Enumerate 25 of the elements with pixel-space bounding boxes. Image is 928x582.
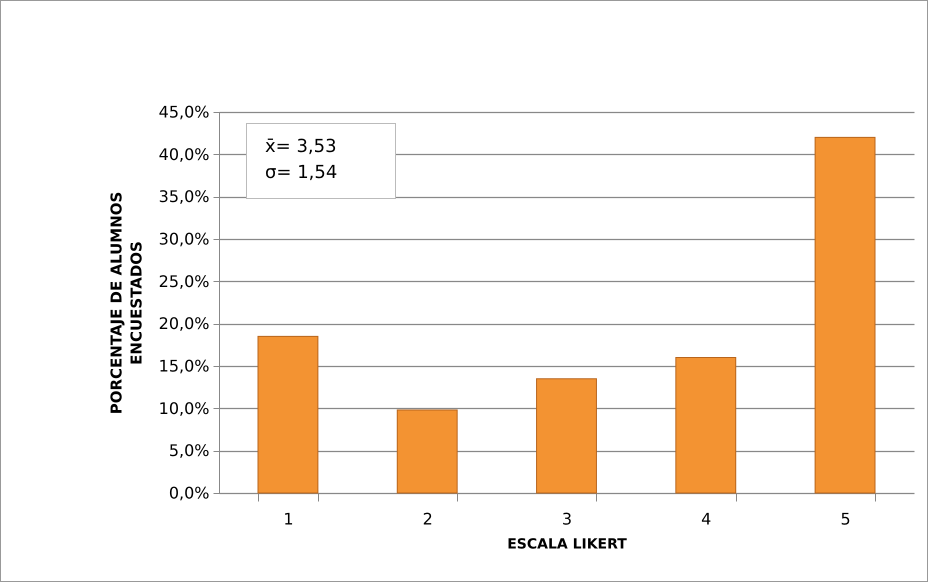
annotation: σ= 1,54 (265, 161, 338, 185)
y-tick-label: 5,0% (168, 441, 210, 460)
y-tick-label: 15,0% (158, 356, 210, 376)
x-tick-label: 1 (283, 510, 294, 528)
x-tick-label: 3 (562, 510, 572, 528)
x-axis-title: ESCALA LIKERT (507, 536, 628, 552)
y-tick-label: 45,0% (158, 102, 210, 122)
annotation: x̄= 3,53 (265, 135, 338, 159)
y-tick-label: 20,0% (158, 314, 210, 334)
y-tick-label: 10,0% (158, 398, 210, 418)
y-tick-label: 40,0% (158, 144, 210, 164)
x-tick-label: 2 (422, 510, 433, 528)
y-axis-title: PORCENTAJE DE ALUMNOS ENCUESTADOS (108, 192, 146, 414)
x-tick-label: 5 (840, 510, 851, 528)
bar (396, 410, 458, 494)
y-tick-label: 35,0% (158, 187, 210, 206)
bar (675, 357, 736, 494)
text-box: x̄= 3,53 σ= 1,54 (246, 123, 396, 199)
y-tick-label: 25,0% (158, 272, 210, 291)
bar (536, 378, 597, 494)
y-tick-label: 0,0% (168, 484, 210, 502)
x-tick-label: 4 (701, 510, 712, 528)
bar (258, 336, 318, 494)
y-tick-label: 30,0% (158, 230, 210, 248)
bar (814, 136, 876, 494)
